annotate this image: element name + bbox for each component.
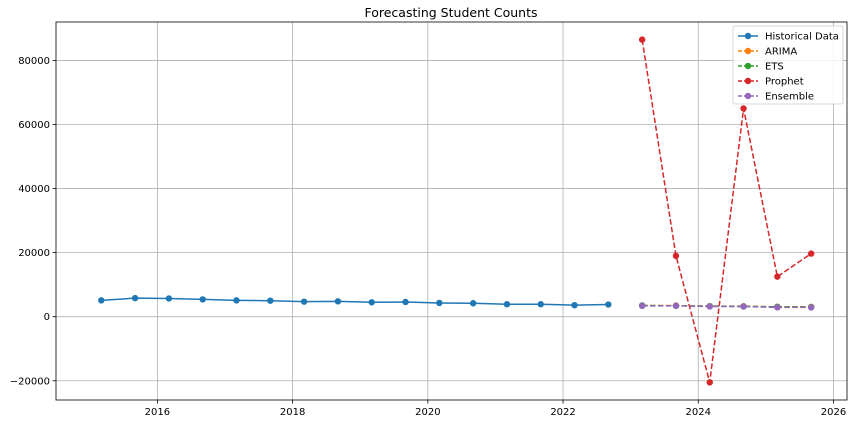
x-tick-label: 2022 [550,407,575,418]
legend-label: Prophet [765,77,804,88]
ensemble-point [672,302,680,310]
ensemble-point [638,302,646,310]
y-tick-label: 20000 [18,248,50,259]
legend-swatch-marker [744,32,752,40]
legend-label: ETS [765,62,784,73]
historical-data-point [334,298,342,305]
legend-swatch-marker [744,62,752,70]
historical-data-point [199,296,206,303]
legend-item-prophet: Prophet [738,77,804,88]
x-tick-label: 2020 [415,407,440,418]
historical-data-point [469,300,477,307]
historical-data-point [537,301,544,308]
historical-data-point [267,297,274,304]
legend-item-ets: ETS [738,62,784,73]
x-tick-label: 2018 [280,407,305,418]
y-tick-label: −20000 [10,376,50,387]
y-tick-label: 0 [44,312,50,323]
prophet-point [672,252,680,260]
series-ensemble [638,302,815,311]
prophet-point [638,36,646,43]
y-tick-label: 80000 [18,56,50,67]
legend-swatch-marker [744,92,752,100]
prophet-point [740,105,747,112]
series-layer [98,36,815,386]
axes-layer: 2016 2018 2020 2022 2024 2026 −20000 0 20000 4000… [10,21,848,418]
legend-item-historical-data: Historical Data [738,32,839,43]
legend-label: ARIMA [765,47,797,58]
historical-data-point [98,297,105,304]
historical-data-point [300,298,308,305]
historical-data-point [503,301,511,308]
legend-label: Ensemble [765,92,814,103]
historical-data-point [368,299,375,306]
historical-data-point [436,299,443,307]
series-historical-data [98,294,612,309]
series-ets [638,302,815,311]
ensemble-line [642,305,812,309]
y-tick-label: 40000 [18,184,50,195]
historical-data-point [233,297,240,304]
historical-data-point [402,298,409,306]
ensemble-point [706,303,713,310]
y-tick-label: 60000 [18,120,50,131]
legend-label: Historical Data [765,32,839,43]
x-tick-label: 2016 [145,407,170,418]
historical-data-point [571,301,578,309]
chart-title: Forecasting Student Counts [364,5,537,20]
prophet-point [807,250,815,257]
historical-data-point [131,294,139,302]
ensemble-point [807,304,815,311]
historical-data-line [101,297,609,306]
historical-data-point [605,301,612,308]
historical-data-point [165,295,173,302]
legend-item-arima: ARIMA [738,47,797,58]
prophet-point [774,273,781,280]
series-prophet [638,36,815,386]
legend-item-ensemble: Ensemble [738,92,814,103]
ensemble-point [740,303,747,310]
x-tick-label: 2026 [821,407,846,418]
ensemble-point [774,304,781,311]
legend: Historical Data ARIMA ETS Prophet Ensemble [732,25,844,105]
x-tick-label: 2024 [686,407,711,418]
prophet-point [706,379,713,386]
legend-box [732,25,844,105]
legend-swatch-marker [744,77,752,85]
prophet-line [641,39,812,383]
grid-layer [56,22,847,400]
legend-swatch-marker [744,47,752,55]
plot-frame [55,21,848,401]
